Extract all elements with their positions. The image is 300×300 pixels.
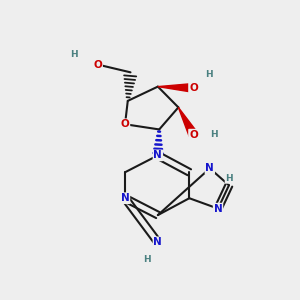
- Text: N: N: [154, 237, 162, 247]
- Text: N: N: [206, 164, 214, 173]
- Text: O: O: [189, 130, 198, 140]
- Text: H: H: [210, 130, 218, 139]
- Text: O: O: [93, 60, 102, 70]
- Text: H: H: [70, 50, 78, 59]
- Text: O: O: [189, 83, 198, 93]
- Text: O: O: [121, 119, 129, 129]
- Text: N: N: [154, 150, 162, 161]
- Text: N: N: [121, 193, 129, 203]
- Polygon shape: [178, 107, 197, 137]
- Text: N: N: [214, 204, 222, 214]
- Text: H: H: [205, 70, 212, 80]
- Text: H: H: [143, 255, 151, 264]
- Text: H: H: [225, 174, 233, 183]
- Polygon shape: [158, 83, 194, 92]
